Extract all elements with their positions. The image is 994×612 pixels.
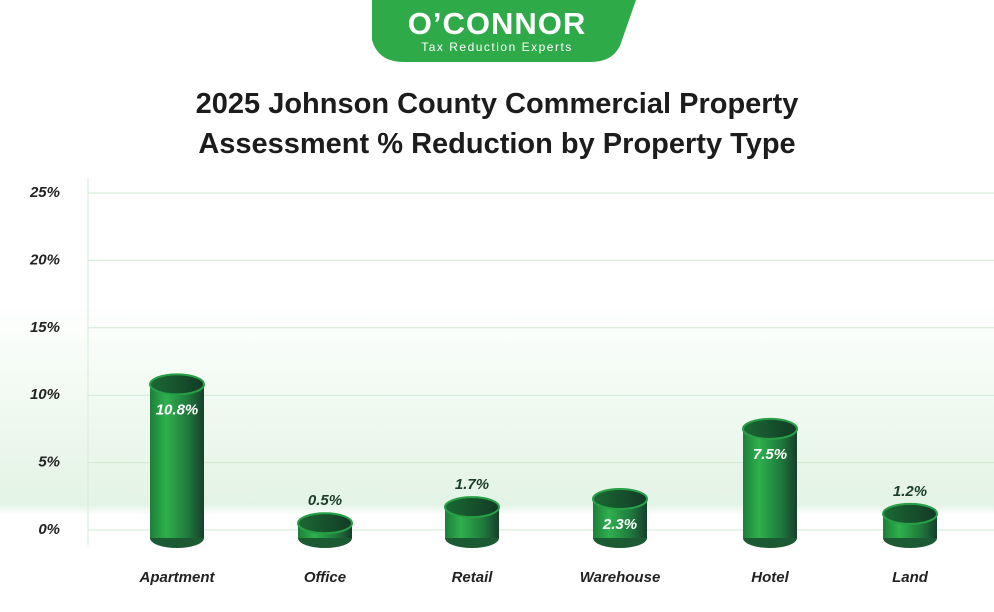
x-tick-label: Apartment bbox=[138, 569, 215, 586]
logo-name: O’CONNOR bbox=[407, 6, 587, 41]
y-tick-label: 15% bbox=[30, 319, 60, 336]
x-tick-label: Land bbox=[892, 569, 929, 586]
bar bbox=[150, 384, 204, 538]
value-label: 0.5% bbox=[308, 492, 342, 509]
bar-cap bbox=[149, 373, 205, 396]
x-tick-label: Warehouse bbox=[580, 569, 661, 586]
y-tick-label: 25% bbox=[29, 184, 60, 201]
bar-cap bbox=[444, 496, 500, 519]
background-band bbox=[0, 300, 994, 515]
logo-banner bbox=[372, 0, 636, 62]
value-label: 2.3% bbox=[602, 516, 637, 533]
value-label: 10.8% bbox=[156, 401, 199, 418]
chart-title: 2025 Johnson County Commercial Property … bbox=[195, 88, 799, 160]
value-label: 1.2% bbox=[893, 483, 927, 500]
logo-tagline: Tax Reduction Experts bbox=[421, 40, 573, 54]
y-tick-label: 20% bbox=[29, 251, 60, 268]
bar-cap bbox=[592, 487, 648, 510]
value-label: 1.7% bbox=[455, 476, 489, 493]
y-tick-label: 5% bbox=[38, 454, 60, 471]
x-tick-label: Office bbox=[304, 569, 346, 586]
x-tick-label: Retail bbox=[452, 569, 494, 586]
bar-cap bbox=[742, 417, 798, 440]
x-tick-label: Hotel bbox=[751, 569, 789, 586]
bar bbox=[743, 428, 797, 538]
bar-cap bbox=[882, 502, 938, 525]
bar-cap bbox=[297, 512, 353, 535]
value-label: 7.5% bbox=[753, 446, 787, 463]
y-tick-label: 10% bbox=[30, 386, 60, 403]
y-tick-label: 0% bbox=[38, 521, 60, 538]
